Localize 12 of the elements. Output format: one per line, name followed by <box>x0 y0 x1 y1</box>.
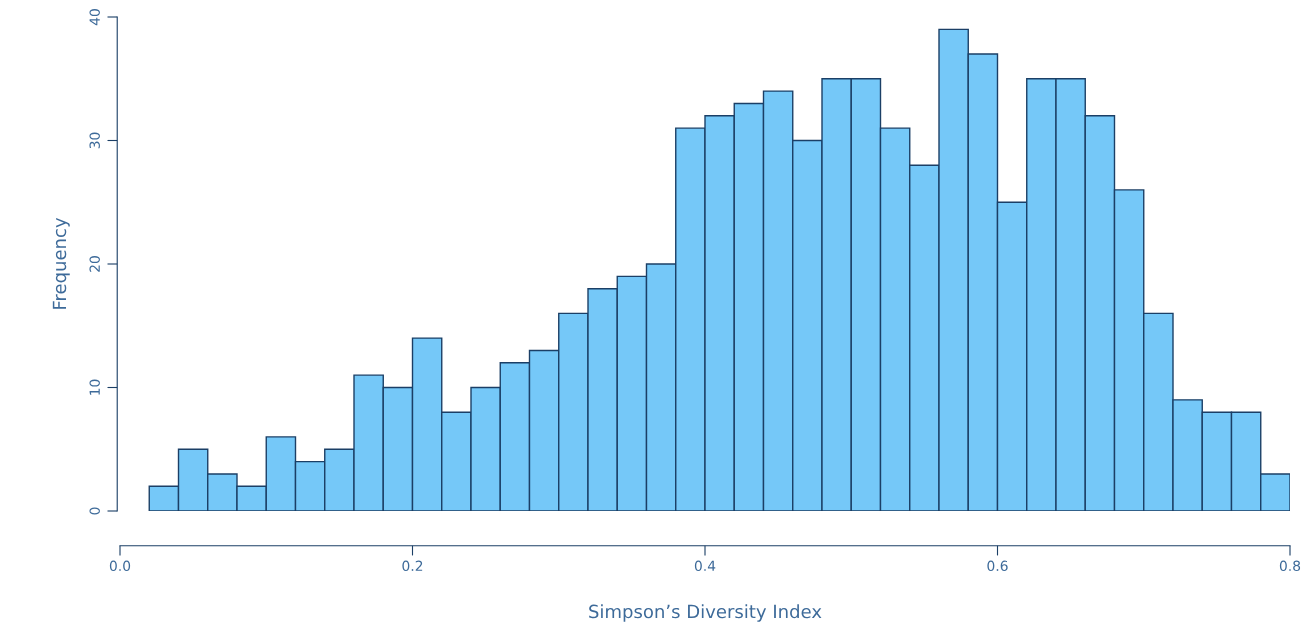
x-axis-title: Simpson’s Diversity Index <box>589 604 822 622</box>
y-tick-label: 20 <box>89 256 100 272</box>
y-tick-label: 0 <box>89 507 100 515</box>
x-tick-label: 0.4 <box>694 560 716 572</box>
y-tick-label: 10 <box>89 379 100 395</box>
x-tick-label: 0.2 <box>402 560 423 572</box>
x-tick-label: 0.8 <box>1279 560 1301 572</box>
y-tick-label: 40 <box>89 9 100 26</box>
x-tick-label: 0.0 <box>109 560 131 572</box>
y-axis-title: Frequency <box>52 217 70 309</box>
x-tick-label: 0.6 <box>987 560 1008 572</box>
y-tick-label: 30 <box>89 132 100 149</box>
